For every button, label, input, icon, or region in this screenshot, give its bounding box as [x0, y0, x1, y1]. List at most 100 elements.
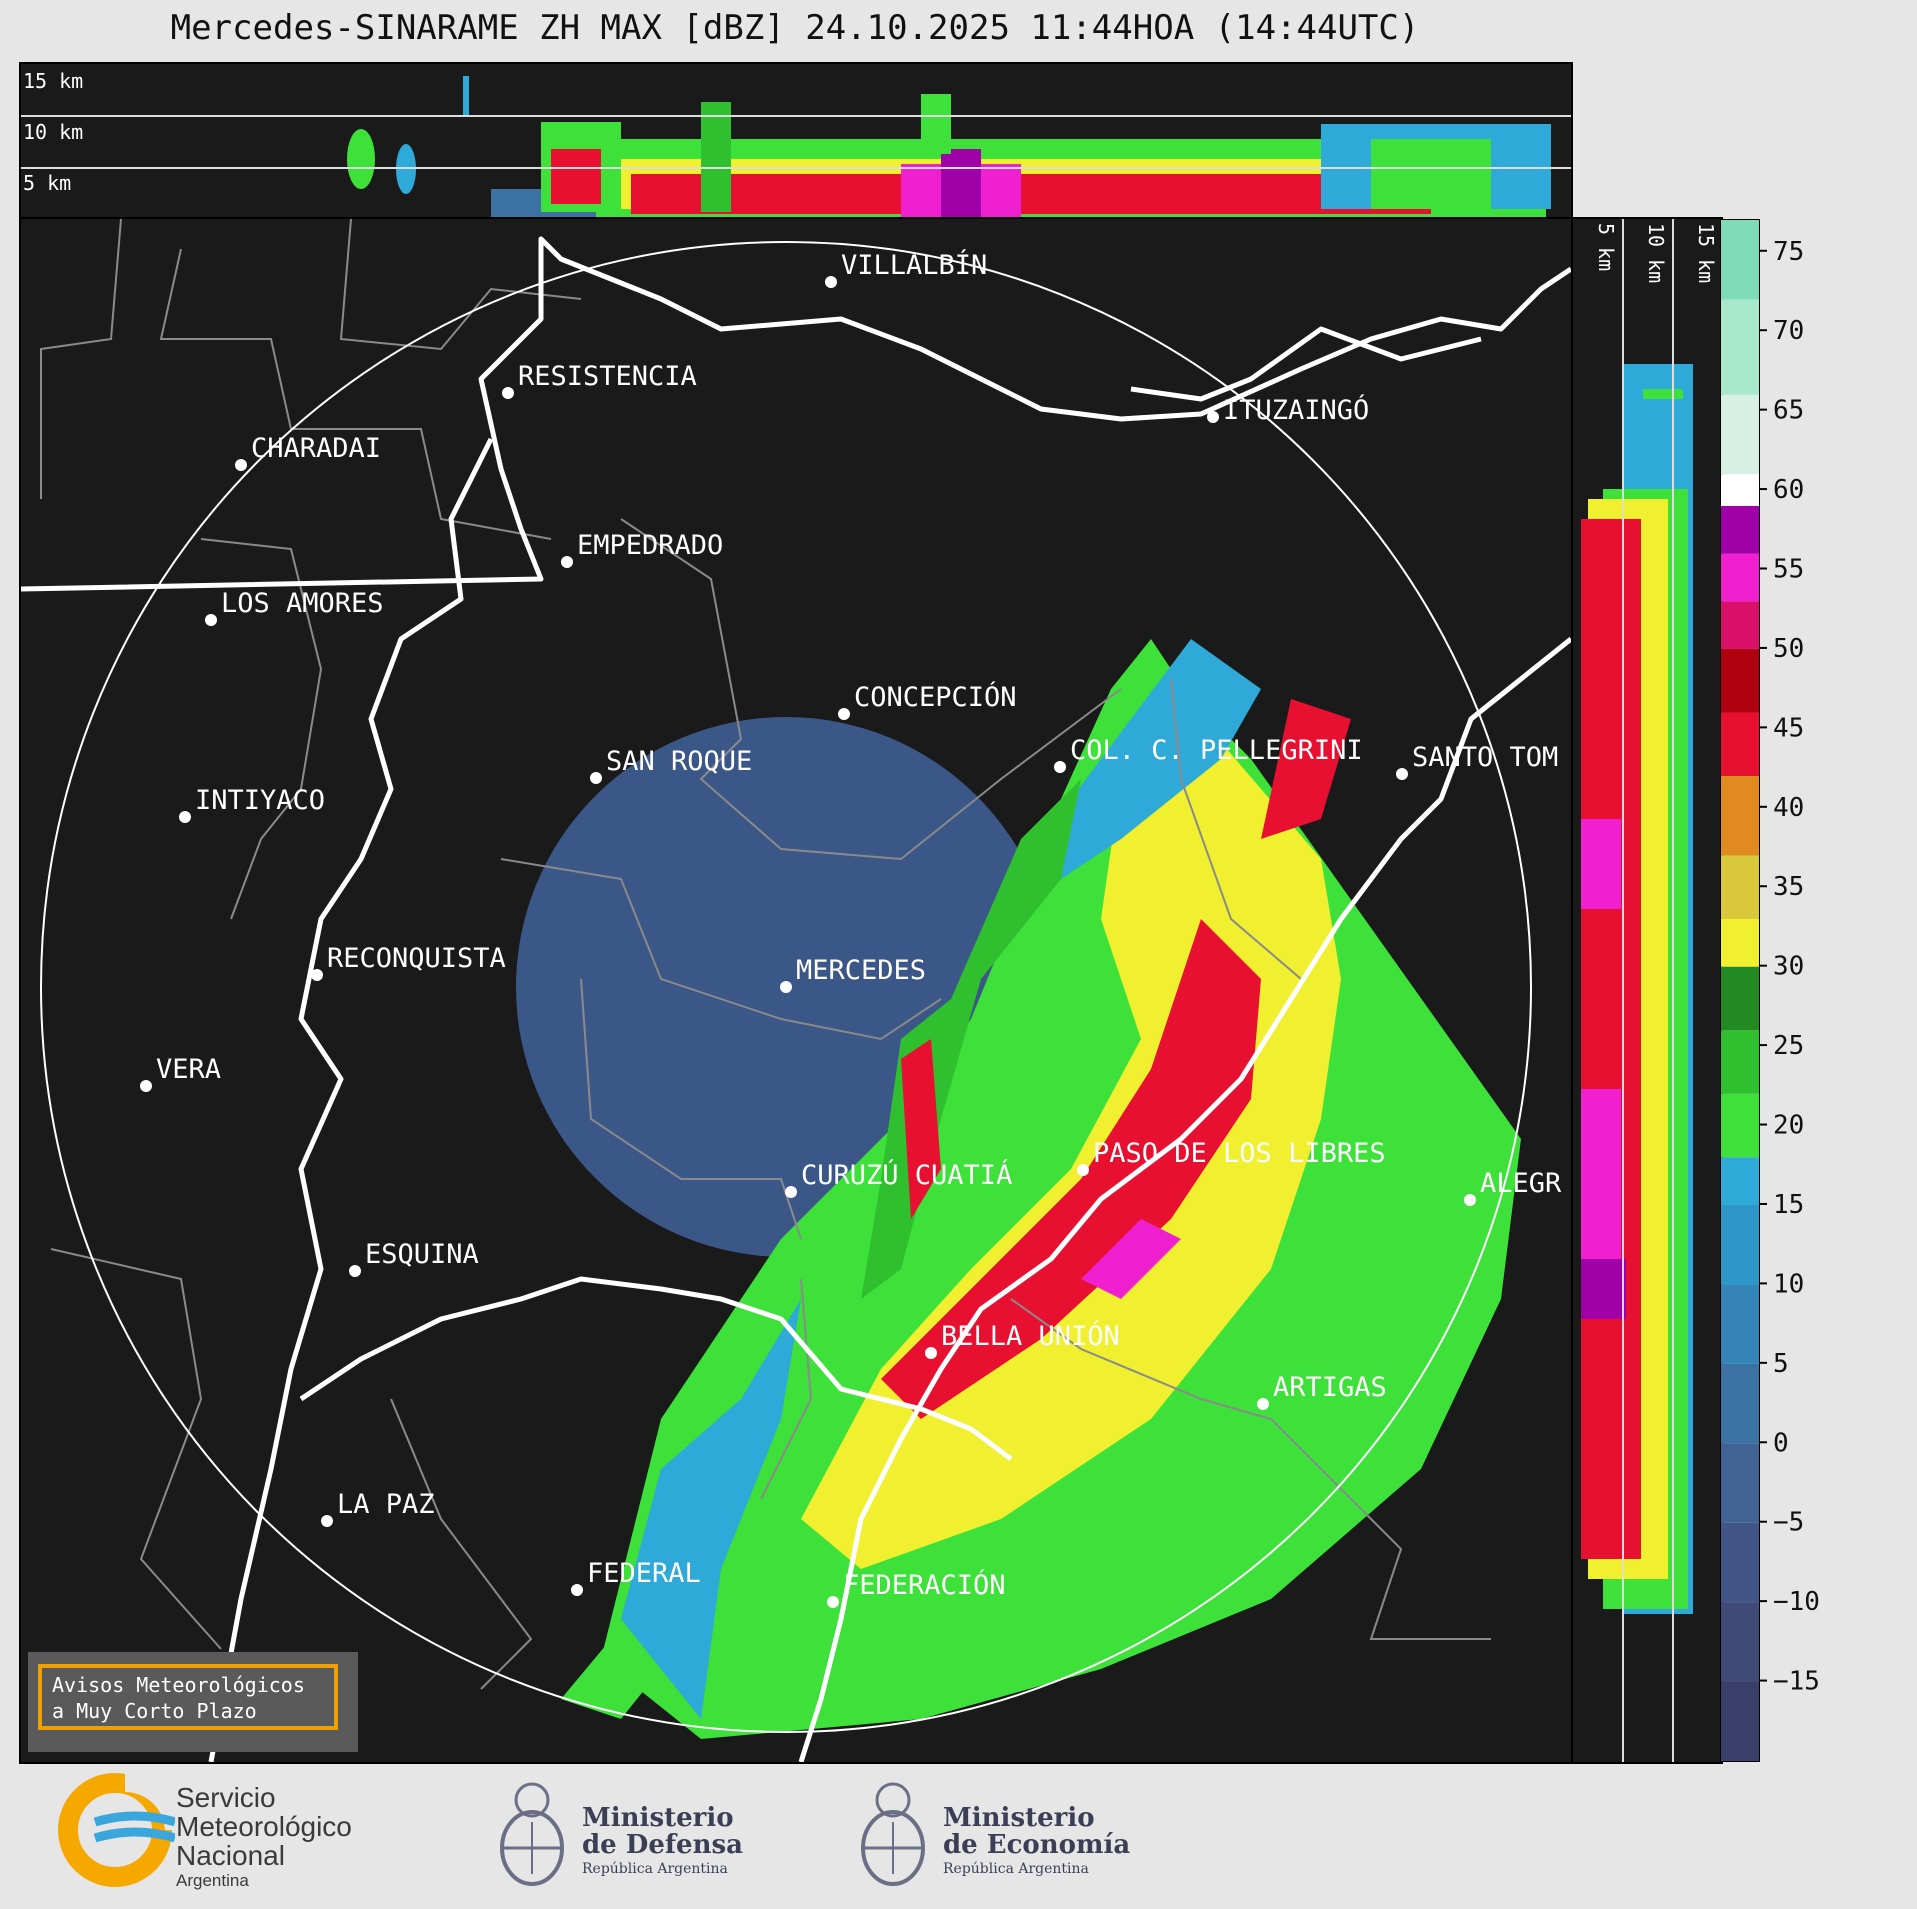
colorbar-tick-label: 0	[1773, 1428, 1789, 1458]
city-label: FEDERAL	[587, 1558, 701, 1589]
colorbar-band	[1721, 966, 1759, 1031]
economia-coat-of-arms-icon	[861, 1782, 925, 1886]
colorbar-band	[1721, 553, 1759, 602]
smn-logo-icon	[58, 1770, 175, 1887]
top-10km-label: 10 km	[23, 120, 83, 144]
colorbar-tick-label: 55	[1773, 555, 1804, 585]
colorbar-band	[1721, 1157, 1759, 1205]
smn-line-4: Argentina	[176, 1871, 249, 1890]
colorbar-band	[1721, 919, 1759, 967]
range-ring	[40, 241, 1532, 1733]
city-label: ITUZAINGÓ	[1223, 394, 1369, 426]
city-label: SAN ROQUE	[606, 746, 752, 777]
city-label: BELLA UNIÓN	[941, 1320, 1120, 1352]
colorbar-band	[1721, 855, 1759, 920]
warning-legend-box: Avisos Meteorológicos a Muy Corto Plazo	[28, 1652, 358, 1752]
city-label: EMPEDRADO	[577, 530, 723, 561]
colorbar-band	[1721, 505, 1759, 554]
city-label: LA PAZ	[337, 1489, 435, 1520]
side-5km-label: 5 km	[1594, 223, 1618, 271]
side-15km-label: 15 km	[1694, 223, 1718, 283]
economia-line-2: de Economía	[943, 1830, 1131, 1860]
city-label: CHARADAI	[251, 433, 381, 464]
colorbar-band	[1721, 601, 1759, 649]
city-label: CURUZÚ CUATIÁ	[801, 1159, 1012, 1191]
colorbar-band	[1721, 1363, 1759, 1444]
city-label: VERA	[156, 1054, 221, 1085]
legend-line-1: Avisos Meteorológicos	[52, 1673, 305, 1697]
city-label: LOS AMORES	[221, 588, 384, 619]
colorbar-tick-label: 15	[1773, 1190, 1804, 1220]
city-label: COL. C. PELLEGRINI	[1070, 735, 1363, 766]
city-markers: VILLALBÍN RESISTENCIA ITUZAINGÓ CHARADAI…	[140, 249, 1562, 1608]
city-label: SANTO TOM	[1412, 742, 1558, 773]
legend-line-2: a Muy Corto Plazo	[52, 1699, 257, 1723]
city-label: ESQUINA	[365, 1239, 479, 1270]
colorbar-tick-label: −15	[1773, 1667, 1820, 1697]
city-label: RESISTENCIA	[518, 361, 697, 392]
colorbar-band	[1721, 1602, 1759, 1682]
smn-line-3: Nacional	[176, 1840, 285, 1871]
top-15km-label: 15 km	[23, 69, 83, 93]
defensa-logo-text: Ministerio de Defensa República Argentin…	[582, 1805, 743, 1879]
side-cross-section-echoes	[1581, 364, 1693, 1614]
admin-boundaries	[40, 219, 1491, 1690]
colorbar-band	[1721, 648, 1759, 713]
colorbar-tick-label: 10	[1773, 1269, 1804, 1299]
city-label: INTIYACO	[195, 785, 325, 816]
colorbar-tick-label: 65	[1773, 396, 1804, 426]
city-label: MERCEDES	[796, 955, 926, 986]
defensa-line-1: Ministerio	[582, 1803, 734, 1833]
top-5km-label: 5 km	[23, 171, 71, 195]
colorbar-tick-label: 5	[1773, 1349, 1789, 1379]
colorbar-tick-label: 45	[1773, 713, 1804, 743]
colorbar-tick-label: 30	[1773, 952, 1804, 982]
city-label: ALEGR	[1480, 1168, 1562, 1199]
colorbar-band	[1721, 1443, 1759, 1523]
page-title: Mercedes-SINARAME ZH MAX [dBZ] 24.10.202…	[170, 8, 1420, 48]
economia-line-3: República Argentina	[943, 1861, 1089, 1877]
colorbar-band	[1721, 1030, 1759, 1094]
city-label: ARTIGAS	[1273, 1372, 1387, 1403]
colorbar-tick-label: 20	[1773, 1111, 1804, 1141]
colorbar-band	[1721, 1284, 1759, 1364]
city-label: CONCEPCIÓN	[854, 681, 1017, 713]
colorbar-tick-label: −10	[1773, 1587, 1820, 1617]
colorbar-tick-label: 25	[1773, 1031, 1804, 1061]
colorbar-band	[1721, 712, 1759, 777]
colorbar-tick-label: −5	[1773, 1508, 1804, 1538]
colorbar-band	[1721, 474, 1759, 506]
colorbar-band	[1721, 220, 1759, 300]
colorbar-band	[1721, 1204, 1759, 1285]
colorbar-band	[1721, 1681, 1759, 1761]
economia-logo-text: Ministerio de Economía República Argenti…	[943, 1805, 1130, 1879]
defensa-coat-of-arms-icon	[500, 1782, 564, 1886]
colorbar-band	[1721, 776, 1759, 856]
city-label: RECONQUISTA	[327, 943, 506, 974]
colorbar-tick-label: 70	[1773, 316, 1804, 346]
defensa-line-2: de Defensa	[582, 1830, 743, 1860]
defensa-line-3: República Argentina	[582, 1861, 728, 1877]
side-10km-label: 10 km	[1644, 223, 1668, 283]
economia-line-1: Ministerio	[943, 1803, 1095, 1833]
colorbar-tick-label: 35	[1773, 872, 1804, 902]
smn-logo-text: Servicio Meteorológico Nacional Argentin…	[176, 1783, 352, 1892]
warning-legend: Avisos Meteorológicos a Muy Corto Plazo	[38, 1664, 338, 1730]
rivers-and-borders	[21, 236, 1571, 1762]
colorbar-tick-label: 40	[1773, 793, 1804, 823]
city-label: VILLALBÍN	[841, 249, 987, 281]
colorbar-tick-label: 60	[1773, 475, 1804, 505]
colorbar-band	[1721, 1093, 1759, 1158]
side-cross-section-panel: 5 km 10 km 15 km	[1571, 217, 1723, 1764]
top-cross-section-panel: 15 km 10 km 5 km	[19, 62, 1573, 221]
colorbar-tick-label: 75	[1773, 237, 1804, 267]
top-cross-section-echoes	[347, 76, 1551, 219]
colorbar-band	[1721, 394, 1759, 475]
smn-line-1: Servicio	[176, 1782, 276, 1813]
city-label: PASO DE LOS LIBRES	[1093, 1138, 1386, 1169]
colorbar-band	[1721, 1522, 1759, 1603]
city-label: FEDERACIÓN	[843, 1569, 1006, 1601]
colorbar-band	[1721, 299, 1759, 395]
smn-line-2: Meteorológico	[176, 1811, 352, 1842]
